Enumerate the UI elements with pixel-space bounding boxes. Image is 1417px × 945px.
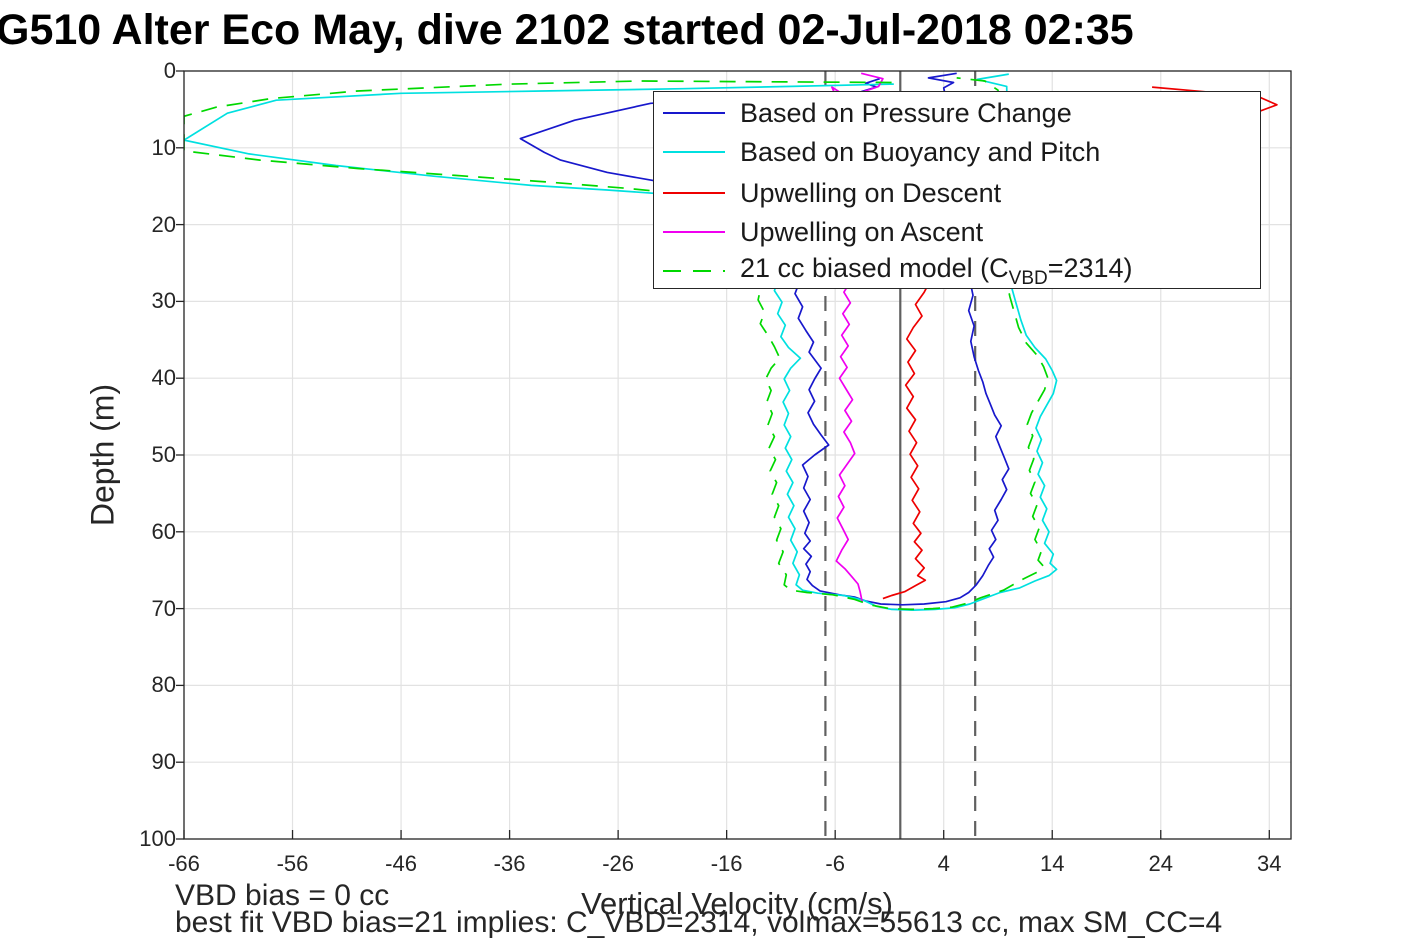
y-tick-label: 60 — [151, 518, 176, 544]
legend-label-upwelling-descent: Upwelling on Descent — [740, 177, 1002, 208]
plot-title: G510 Alter Eco May, dive 2102 started 02… — [0, 6, 1134, 54]
x-tick-label: -46 — [385, 851, 417, 876]
x-tick-label: -26 — [602, 851, 634, 876]
legend-sample-line-buoyancy-pitch — [663, 151, 725, 153]
legend-sample-line-biased-model — [663, 270, 725, 272]
legend-sample-line-pressure-change — [663, 112, 725, 114]
best-fit-annotation: best fit VBD bias=21 implies: C_VBD=2314… — [175, 906, 1223, 939]
x-tick-label: -66 — [168, 851, 200, 876]
x-tick-label: 14 — [1039, 851, 1065, 876]
legend-label-upwelling-ascent: Upwelling on Ascent — [740, 216, 984, 247]
y-tick-label: 40 — [151, 365, 176, 391]
legend-label-buoyancy-pitch: Based on Buoyancy and Pitch — [740, 136, 1101, 167]
x-tick-label: 24 — [1148, 851, 1173, 876]
y-tick-label: 100 — [139, 826, 176, 851]
tick-marks-group — [176, 70, 1270, 840]
legend-item-buoyancy-pitch: Based on Buoyancy and Pitch — [654, 136, 1260, 168]
legend-label-subscript: VBD — [1008, 267, 1048, 289]
legend-box: Based on Pressure Change Based on Buoyanc… — [653, 91, 1261, 289]
x-tick-label: -16 — [710, 851, 743, 876]
legend-item-upwelling-descent: Upwelling on Descent — [654, 177, 1260, 209]
legend-sample-line-upwelling-descent — [663, 192, 725, 194]
x-tick-label: -6 — [825, 851, 845, 876]
y-tick-label: 50 — [151, 442, 176, 467]
x-axis-label: Vertical Velocity (cm/s) — [581, 886, 893, 921]
x-tick-label: 4 — [937, 851, 950, 876]
vbd-bias-annotation: VBD bias = 0 cc — [175, 879, 390, 912]
y-axis-label: Depth (m) — [84, 383, 121, 527]
legend-label-pre: 21 cc biased model (C — [740, 252, 1009, 283]
x-tick-label: 34 — [1257, 851, 1282, 876]
legend-sample-line-upwelling-ascent — [663, 231, 725, 233]
legend-label-post: =2314) — [1047, 252, 1133, 283]
legend-item-upwelling-ascent: Upwelling on Ascent — [654, 216, 1260, 248]
y-tick-label: 0 — [163, 58, 176, 83]
y-tick-label: 30 — [151, 288, 176, 314]
legend-item-pressure-change: Based on Pressure Change — [654, 97, 1260, 129]
x-tick-label: -36 — [493, 851, 526, 876]
y-tick-label: 70 — [151, 595, 176, 621]
legend-label-pressure-change: Based on Pressure Change — [740, 97, 1072, 128]
y-tick-label: 10 — [151, 134, 176, 160]
x-tick-label: -56 — [276, 851, 309, 876]
y-tick-label: 20 — [151, 211, 176, 237]
legend-item-biased-model: 21 cc biased model (CVBD=2314) — [654, 253, 1260, 290]
y-tick-label: 90 — [151, 749, 176, 775]
legend-label-biased-model: 21 cc biased model (CVBD=2314) — [740, 253, 1133, 290]
y-tick-label: 80 — [151, 672, 176, 698]
